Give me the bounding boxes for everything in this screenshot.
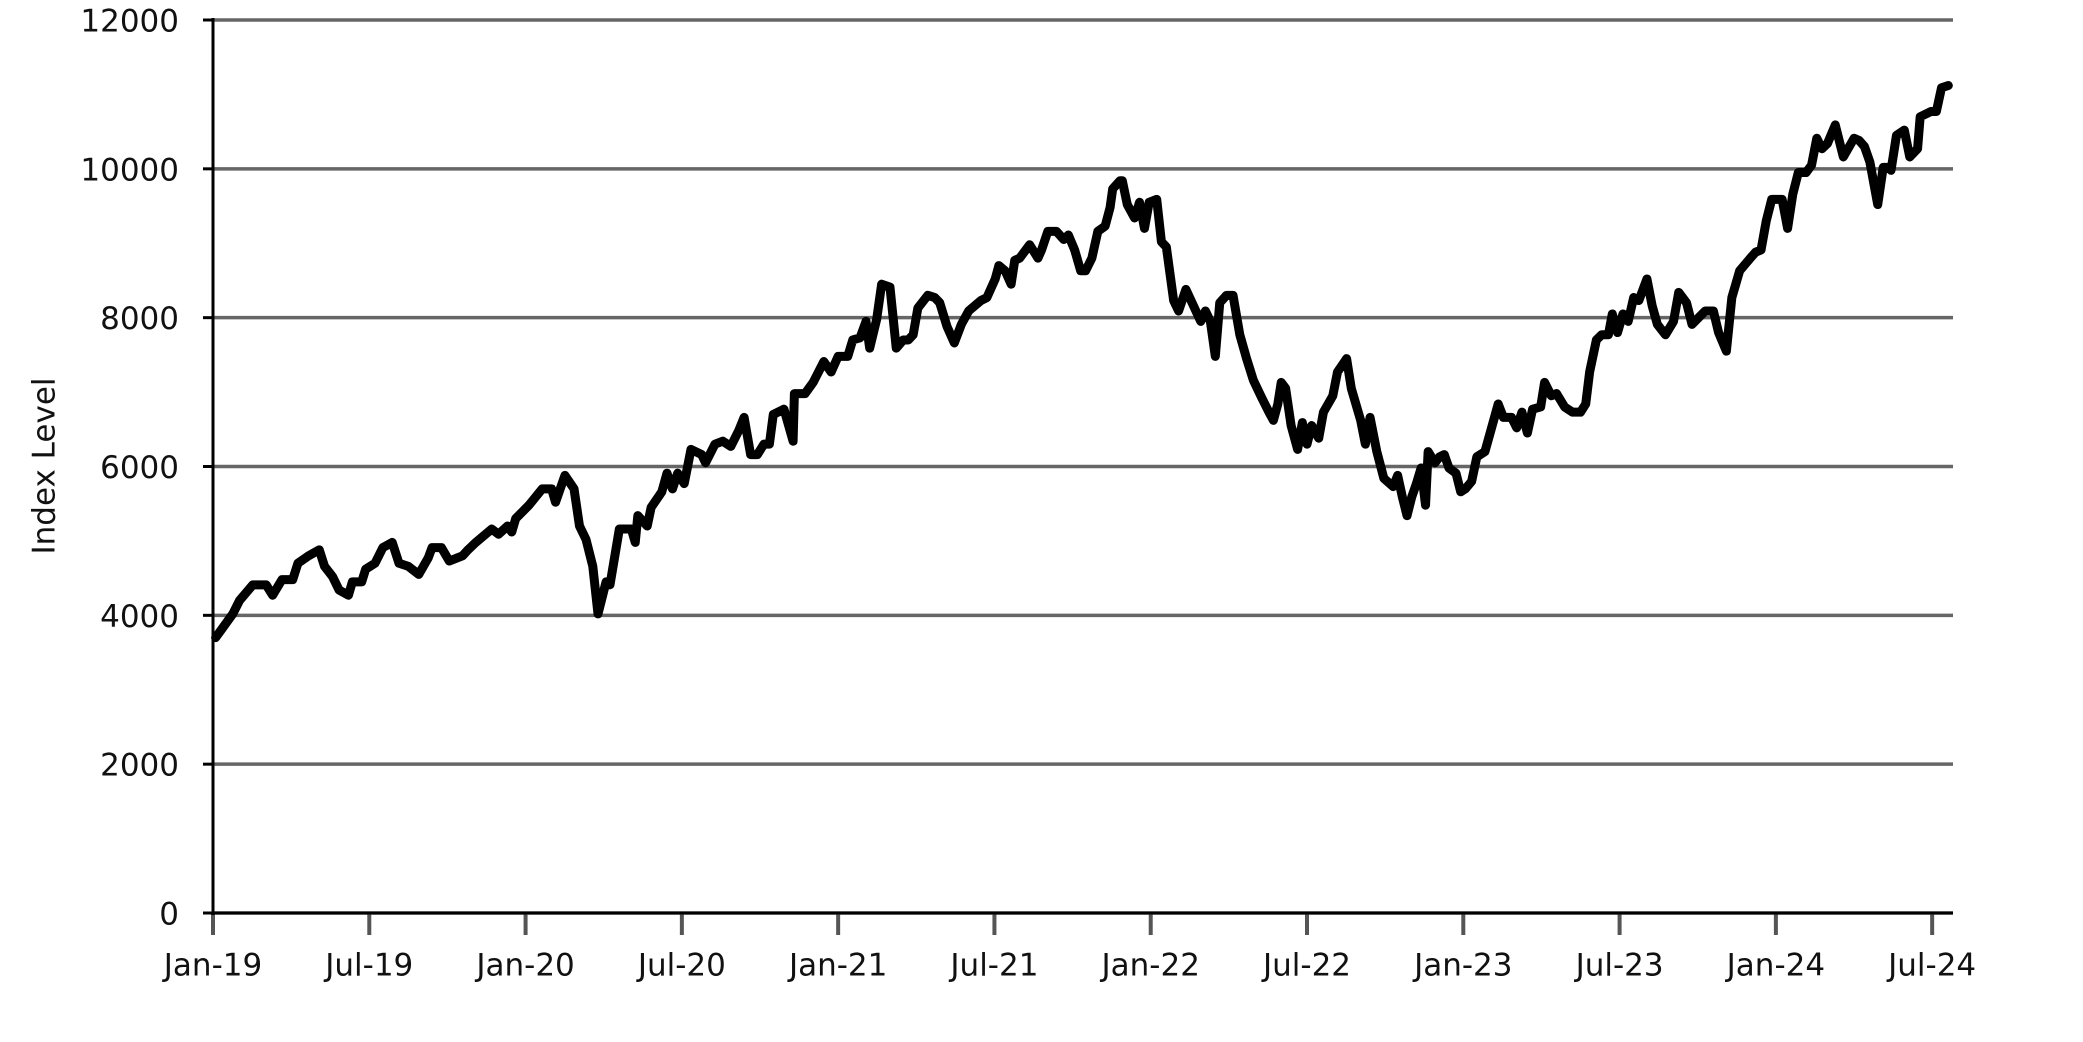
y-tick-label: 8000 xyxy=(100,301,179,337)
y-tick-label: 10000 xyxy=(80,152,179,188)
x-tick-label: Jan-24 xyxy=(1725,948,1825,984)
data-line xyxy=(211,80,1953,643)
x-tick-label: Jul-22 xyxy=(1261,948,1351,984)
x-tick-label: Jan-20 xyxy=(474,948,574,984)
y-tick-label: 2000 xyxy=(100,748,179,784)
x-tick-label: Jul-23 xyxy=(1574,948,1664,984)
y-tick-label: 12000 xyxy=(80,4,179,40)
y-tick-label: 6000 xyxy=(100,450,179,486)
x-tick-label: Jul-24 xyxy=(1886,948,1976,984)
x-tick-label: Jul-19 xyxy=(323,948,413,984)
y-tick-label: 0 xyxy=(159,897,179,933)
x-tick-label: Jan-19 xyxy=(162,948,262,984)
x-tick-label: Jul-21 xyxy=(948,948,1038,984)
x-tick-label: Jan-22 xyxy=(1100,948,1200,984)
x-tick-label: Jan-23 xyxy=(1412,948,1512,984)
x-tick-label: Jan-21 xyxy=(787,948,887,984)
y-tick-label: 4000 xyxy=(100,599,179,635)
x-tick-label: Jul-20 xyxy=(636,948,726,984)
y-axis-label: Index Level xyxy=(27,377,63,554)
